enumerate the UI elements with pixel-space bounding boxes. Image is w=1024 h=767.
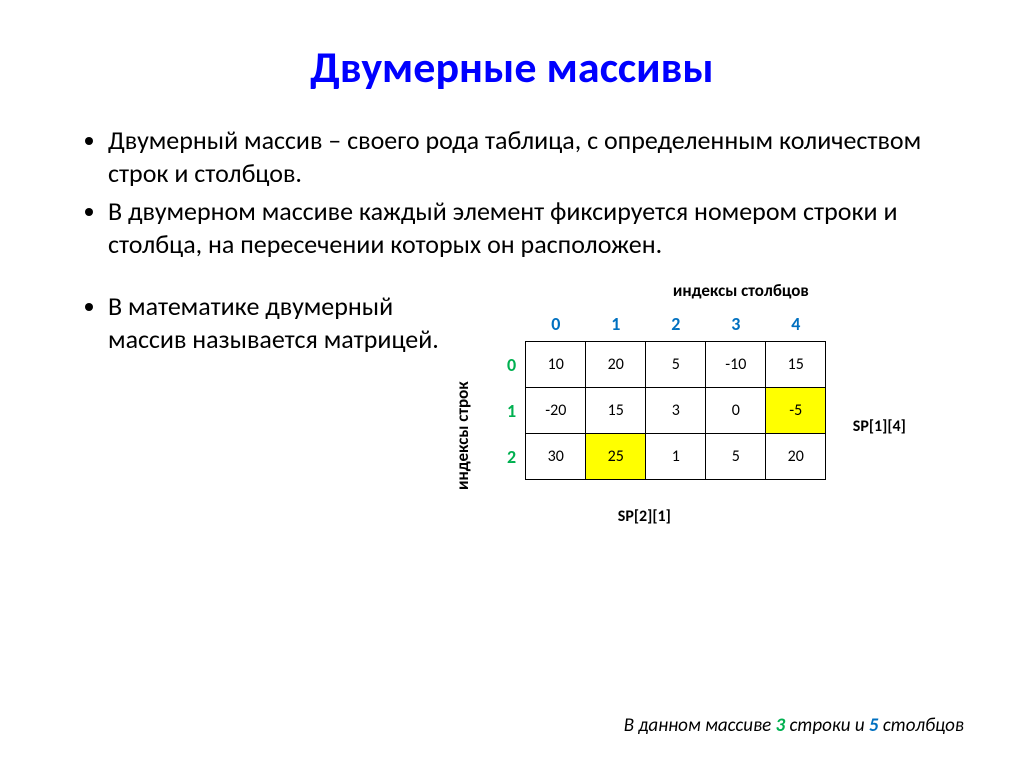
col-index: 4 [766, 307, 826, 342]
matrix-cell: -10 [706, 342, 766, 388]
row-index-label: индексы строк [452, 381, 473, 490]
matrix-cell: 3 [646, 388, 706, 434]
bullet-item: В двумерном массиве каждый элемент фикси… [108, 195, 964, 260]
matrix-cell: 5 [706, 434, 766, 480]
col-index: 1 [586, 307, 646, 342]
matrix-cell: 20 [766, 434, 826, 480]
matrix-cell: 10 [526, 342, 586, 388]
row-index: 1 [498, 388, 526, 434]
bullet-list-secondary: В математике двумерный массив называется… [60, 290, 458, 355]
footnote-segment: строки и [785, 714, 869, 737]
corner-cell [498, 307, 526, 342]
footnote-segment: В данном массиве [624, 714, 776, 737]
matrix-cell-highlight: -5 [766, 388, 826, 434]
column-index-label: индексы столбцов [518, 280, 964, 301]
matrix-diagram: индексы столбцов индексы строк 0 1 2 3 4… [458, 280, 964, 480]
cell-reference-label: SP[2][1] [618, 507, 671, 526]
matrix-cell: 5 [646, 342, 706, 388]
footnote-cols-count: 5 [869, 714, 879, 737]
matrix-cell: 20 [586, 342, 646, 388]
bullet-list: Двумерный массив – своего рода таблица, … [60, 124, 964, 260]
footnote-text: В данном массиве 3 строки и 5 столбцов [624, 714, 964, 737]
bullet-item: В математике двумерный массив называется… [108, 290, 458, 355]
matrix-cell: 1 [646, 434, 706, 480]
footnote-rows-count: 3 [776, 714, 786, 737]
cell-reference-label: SP[1][4] [853, 417, 906, 436]
col-index: 0 [526, 307, 586, 342]
matrix-table: 0 1 2 3 4 0 10 20 5 -10 15 [498, 307, 827, 480]
matrix-cell: 0 [706, 388, 766, 434]
col-index: 2 [646, 307, 706, 342]
matrix-cell: 15 [766, 342, 826, 388]
matrix-cell: -20 [526, 388, 586, 434]
matrix-cell: 30 [526, 434, 586, 480]
row-index: 0 [498, 342, 526, 388]
page-title: Двумерные массивы [60, 40, 964, 94]
bullet-item: Двумерный массив – своего рода таблица, … [108, 124, 964, 189]
matrix-cell-highlight: 25 [586, 434, 646, 480]
row-index: 2 [498, 434, 526, 480]
footnote-segment: столбцов [879, 714, 964, 737]
col-index: 3 [706, 307, 766, 342]
matrix-cell: 15 [586, 388, 646, 434]
